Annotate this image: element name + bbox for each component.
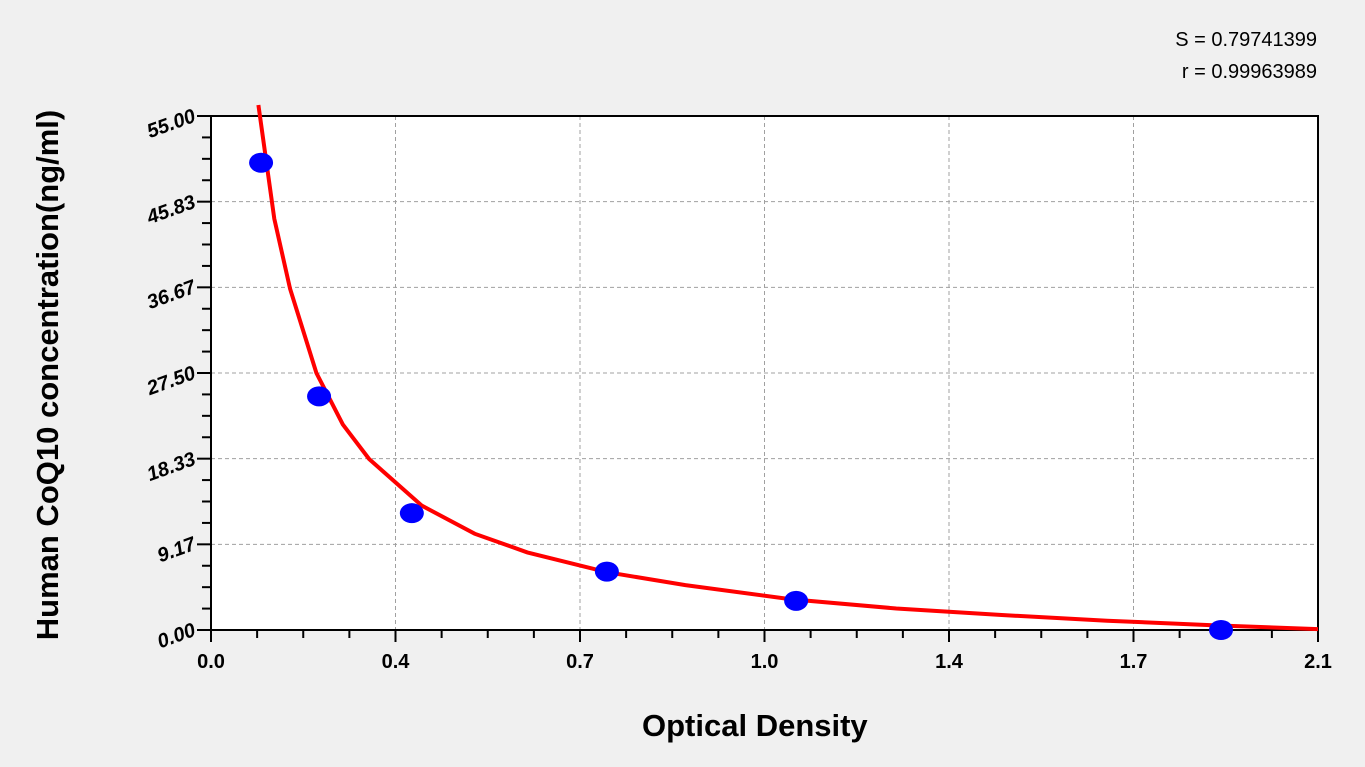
x-tick-label: 0.0	[197, 651, 225, 673]
data-point	[784, 590, 809, 611]
y-axis-label: Human CoQ10 concentration(ng/ml)	[30, 109, 65, 641]
plot-border	[210, 115, 1319, 631]
axis-ticks	[197, 115, 1319, 642]
data-point	[399, 503, 424, 524]
x-axis-label: Optical Density	[642, 708, 868, 743]
grid-lines	[211, 116, 1318, 630]
x-tick-label: 2.1	[1304, 651, 1332, 673]
x-tick-label: 0.7	[566, 651, 594, 673]
data-point	[307, 386, 332, 407]
x-tick-label: 1.4	[935, 651, 963, 673]
data-points	[249, 152, 1234, 640]
r-statistic: r = 0.99963989	[1181, 61, 1317, 83]
x-tick-label: 1.7	[1119, 651, 1148, 673]
data-point	[249, 152, 274, 173]
s-statistic: S = 0.79741399	[1175, 29, 1317, 51]
fitted-curve	[256, 104, 1319, 632]
data-point	[594, 561, 619, 582]
x-tick-label: 0.4	[381, 651, 410, 673]
data-point	[1209, 620, 1234, 640]
x-tick-label: 1.0	[750, 651, 779, 673]
